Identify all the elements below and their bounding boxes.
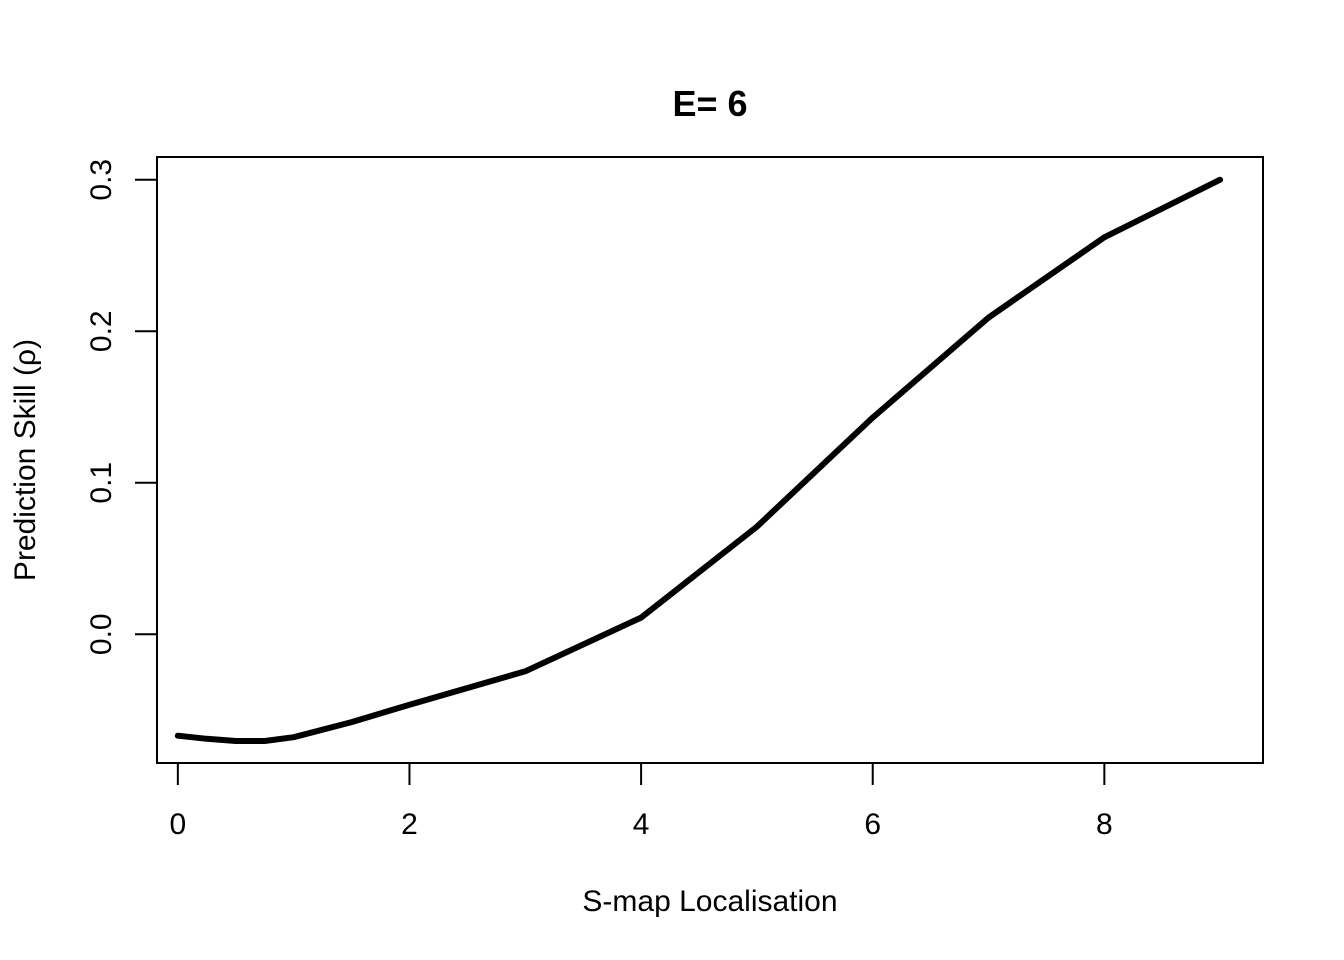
y-axis: 0.0 0.1 0.2 0.3 bbox=[85, 159, 158, 655]
x-tick-label: 2 bbox=[401, 808, 418, 841]
y-tick-label: 0.2 bbox=[85, 310, 118, 352]
series-line bbox=[174, 176, 1224, 744]
x-tick-label: 0 bbox=[170, 808, 187, 841]
x-tick-label: 4 bbox=[633, 808, 650, 841]
x-axis-label: S-map Localisation bbox=[582, 885, 837, 918]
series-layer bbox=[174, 176, 1224, 744]
y-axis-label: Prediction Skill (ρ) bbox=[9, 339, 42, 581]
x-axis: 0 2 4 6 8 bbox=[170, 762, 1113, 841]
y-tick-label: 0.1 bbox=[85, 462, 118, 504]
y-tick-label: 0.3 bbox=[85, 159, 118, 201]
plot-frame bbox=[156, 156, 1264, 764]
y-tick-label: 0.0 bbox=[85, 613, 118, 655]
x-tick-label: 8 bbox=[1096, 808, 1113, 841]
chart-title: E= 6 bbox=[672, 83, 747, 124]
x-tick-label: 6 bbox=[864, 808, 881, 841]
